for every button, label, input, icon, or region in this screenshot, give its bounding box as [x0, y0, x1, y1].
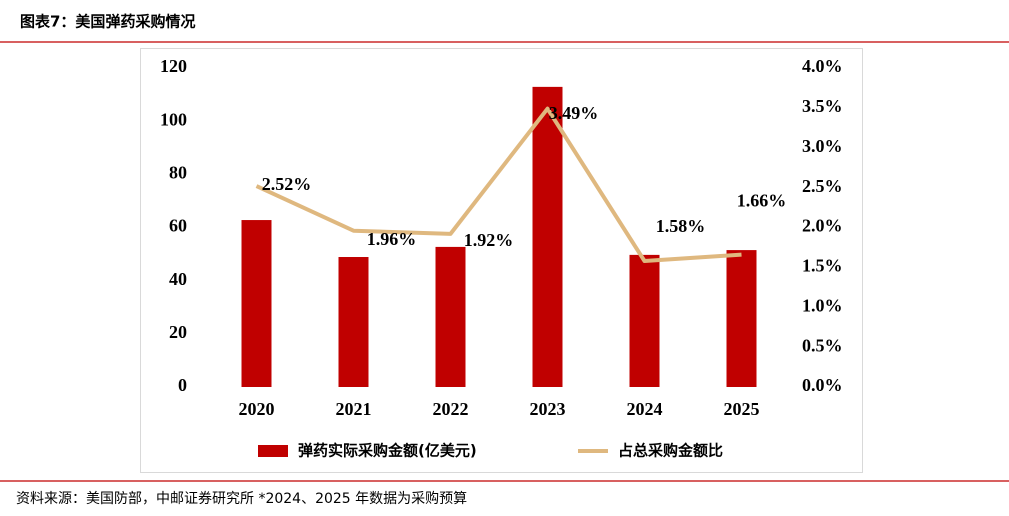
line	[255, 106, 742, 263]
y-tick-label: 60	[169, 216, 187, 236]
bar	[629, 254, 660, 387]
data-label: 2.52%	[262, 174, 312, 194]
bar	[435, 246, 466, 387]
y2-tick-label: 2.5%	[802, 176, 843, 196]
bar	[338, 257, 369, 387]
x-tick-label: 2025	[724, 399, 760, 419]
y-tick-label: 40	[169, 269, 187, 289]
chart-frame	[140, 48, 863, 473]
x-tick-label: 2024	[627, 399, 663, 419]
y-tick-label: 80	[169, 162, 187, 182]
x-tick-label: 2023	[530, 399, 566, 419]
y2-tick-label: 3.0%	[802, 136, 843, 156]
data-label: 1.96%	[367, 229, 417, 249]
y-tick-label: 20	[169, 322, 187, 342]
page-title: 图表7：美国弹药采购情况	[20, 13, 195, 31]
data-label: 1.92%	[464, 230, 514, 250]
source-note: 资料来源：美国防部，中邮证券研究所 *2024、2025 年数据为采购预算	[16, 491, 467, 507]
data-label: 1.66%	[737, 191, 787, 211]
y2-tick-label: 2.0%	[802, 216, 843, 236]
legend-label: 占总采购金额比	[618, 442, 723, 460]
y-tick-label: 100	[160, 109, 187, 129]
y2-tick-label: 0.0%	[802, 375, 843, 395]
legend-swatch	[258, 445, 288, 457]
legend-label: 弹药实际采购金额(亿美元)	[298, 442, 477, 460]
y2-tick-label: 0.5%	[802, 335, 843, 355]
y2-tick-label: 1.0%	[802, 295, 843, 315]
data-label: 3.49%	[549, 103, 599, 123]
x-tick-label: 2022	[433, 399, 469, 419]
y2-tick-label: 1.5%	[802, 256, 843, 276]
x-tick-label: 2021	[336, 399, 372, 419]
bar	[241, 220, 272, 387]
y-tick-label: 120	[160, 56, 187, 76]
x-tick-label: 2020	[239, 399, 275, 419]
y2-tick-label: 3.5%	[802, 96, 843, 116]
y2-tick-label: 4.0%	[802, 56, 843, 76]
bar	[726, 250, 757, 387]
data-label: 1.58%	[656, 216, 706, 236]
y-tick-label: 0	[178, 375, 187, 395]
bar	[532, 86, 563, 387]
